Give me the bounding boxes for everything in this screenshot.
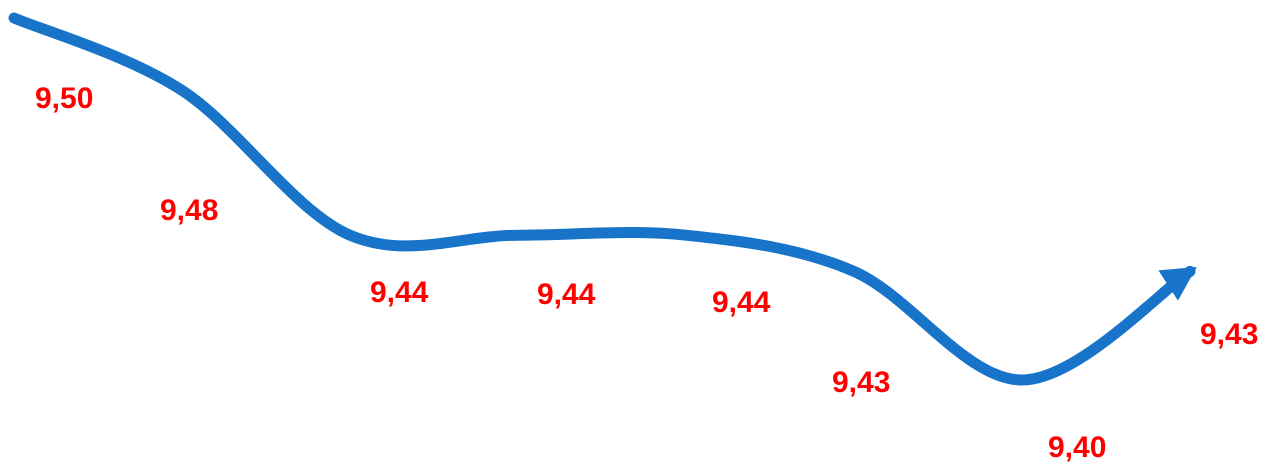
data-label: 9,40 [1048, 431, 1106, 464]
data-label: 9,44 [537, 278, 596, 311]
data-label: 9,44 [712, 286, 771, 319]
data-label: 9,43 [1200, 318, 1258, 351]
data-label: 9,44 [370, 276, 429, 309]
data-label: 9,50 [35, 82, 93, 115]
data-label-layer: 9,50 9,48 9,44 9,44 9,44 9,43 9,40 9,43 [35, 82, 1258, 464]
data-label: 9,48 [160, 194, 218, 227]
series-line [8, 12, 1197, 386]
data-label: 9,43 [832, 366, 890, 399]
series-line-layer [8, 12, 1197, 386]
